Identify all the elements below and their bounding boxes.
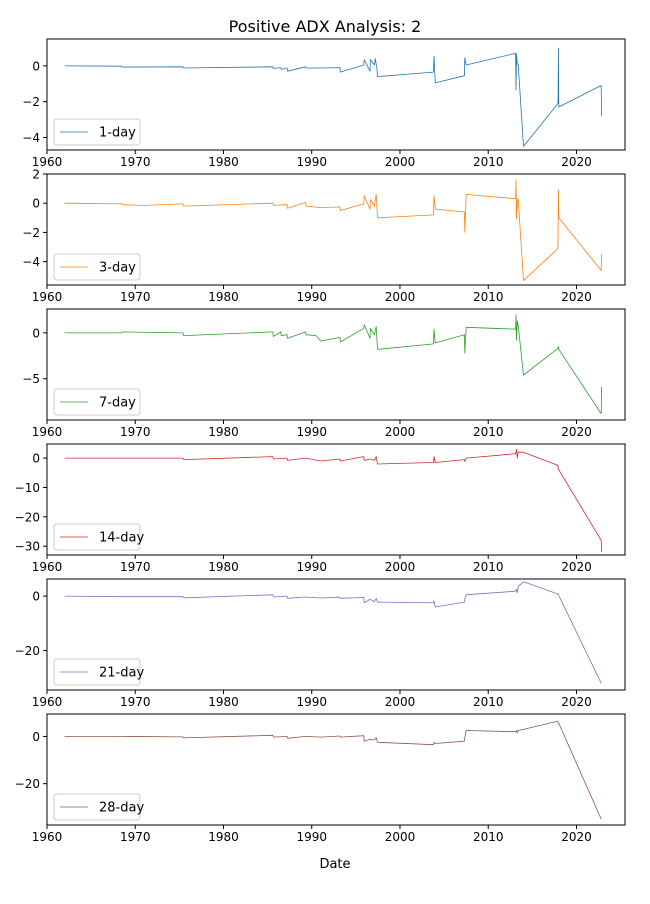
x-tick-label: 2000 — [385, 425, 416, 439]
x-tick-label: 2020 — [561, 695, 592, 709]
x-tick-label: 2000 — [385, 560, 416, 574]
legend-box — [53, 388, 141, 416]
legend-label: 28-day — [99, 801, 144, 816]
y-tick-label: −4 — [22, 255, 40, 269]
x-tick-label: 2000 — [385, 290, 416, 304]
x-tick-label: 2000 — [385, 830, 416, 844]
legend: 1-day — [53, 118, 141, 146]
y-tick-label: −4 — [22, 131, 40, 145]
series-line-3-day — [64, 179, 602, 281]
x-tick-label: 1990 — [296, 695, 327, 709]
legend-box — [53, 253, 141, 281]
x-tick-label: 2020 — [561, 290, 592, 304]
series-line-21-day — [64, 581, 602, 684]
legend-box — [53, 523, 141, 551]
x-tick-label: 2020 — [561, 155, 592, 169]
subplot-1: 1960 1970 1980 1990 2000 2010 2020 0 −2 −4 1-day — [22, 38, 626, 169]
y-tick-label: −10 — [15, 481, 40, 495]
x-tick-label: 1980 — [208, 425, 239, 439]
x-tick-label: 1960 — [32, 425, 63, 439]
y-tick-label: 2 — [32, 168, 40, 182]
x-tick-label: 1960 — [32, 560, 63, 574]
subplot-6: 1960 1970 1980 1990 2000 2010 2020 0 −20 28-day — [15, 713, 626, 844]
legend-label: 1-day — [99, 126, 136, 141]
legend-label: 7-day — [99, 396, 136, 411]
subplot-3: 1960 1970 1980 1990 2000 2010 2020 0 −5 7-day — [22, 308, 626, 439]
x-axis-label: Date — [319, 857, 350, 872]
x-tick-label: 1960 — [32, 290, 63, 304]
legend: 3-day — [53, 253, 141, 281]
subplot-5: 1960 1970 1980 1990 2000 2010 2020 0 −20 21-day — [15, 578, 626, 709]
legend: 14-day — [53, 523, 144, 551]
legend: 7-day — [53, 388, 141, 416]
x-tick-label: 2020 — [561, 830, 592, 844]
x-tick-label: 2000 — [385, 155, 416, 169]
y-tick-label: 0 — [32, 59, 40, 73]
x-tick-label: 1990 — [296, 830, 327, 844]
y-tick-label: 0 — [32, 452, 40, 466]
legend-box — [53, 118, 141, 146]
series-line-1-day — [64, 47, 602, 147]
legend: 21-day — [53, 658, 144, 686]
x-tick-label: 1980 — [208, 695, 239, 709]
y-tick-label: −2 — [22, 226, 40, 240]
x-tick-label: 2010 — [473, 830, 504, 844]
y-tick-label: −30 — [15, 540, 40, 554]
x-tick-label: 1990 — [296, 560, 327, 574]
x-tick-label: 1990 — [296, 425, 327, 439]
legend-box — [53, 658, 141, 686]
legend-label: 21-day — [99, 666, 144, 681]
y-tick-label: −20 — [15, 644, 40, 658]
x-tick-label: 2020 — [561, 425, 592, 439]
plot-frame — [46, 578, 626, 691]
x-tick-label: 1980 — [208, 155, 239, 169]
x-tick-label: 2020 — [561, 560, 592, 574]
series-line-14-day — [64, 448, 602, 553]
legend-label: 3-day — [99, 261, 136, 276]
series-line-28-day — [64, 720, 602, 820]
legend-box — [53, 793, 141, 821]
y-tick-label: −20 — [15, 777, 40, 791]
x-tick-label: 1970 — [120, 425, 151, 439]
plot-frame — [46, 308, 626, 421]
x-tick-label: 2000 — [385, 695, 416, 709]
chart-title: Positive ADX Analysis: 2 — [229, 17, 422, 36]
y-tick-label: 0 — [32, 730, 40, 744]
plot-frame — [46, 443, 626, 556]
y-tick-label: −2 — [22, 95, 40, 109]
x-tick-label: 2010 — [473, 695, 504, 709]
x-tick-label: 1960 — [32, 830, 63, 844]
plot-frame — [46, 173, 626, 286]
x-tick-label: 1970 — [120, 155, 151, 169]
x-tick-label: 1980 — [208, 290, 239, 304]
plot-frame — [46, 713, 626, 826]
x-tick-label: 1970 — [120, 695, 151, 709]
plot-frame — [46, 38, 626, 151]
x-tick-label: 1960 — [32, 695, 63, 709]
x-tick-label: 1970 — [120, 560, 151, 574]
x-tick-label: 2010 — [473, 290, 504, 304]
series-line-7-day — [64, 314, 602, 414]
x-tick-label: 1990 — [296, 155, 327, 169]
y-tick-label: −5 — [22, 372, 40, 386]
x-tick-label: 1980 — [208, 560, 239, 574]
x-tick-label: 1980 — [208, 830, 239, 844]
y-tick-label: 0 — [32, 197, 40, 211]
legend-label: 14-day — [99, 531, 144, 546]
x-tick-label: 2010 — [473, 560, 504, 574]
y-tick-label: 0 — [32, 326, 40, 340]
x-tick-label: 1970 — [120, 830, 151, 844]
x-tick-label: 1970 — [120, 290, 151, 304]
legend: 28-day — [53, 793, 144, 821]
y-tick-label: 0 — [32, 590, 40, 604]
x-tick-label: 1990 — [296, 290, 327, 304]
subplot-4: 1960 1970 1980 1990 2000 2010 2020 0 −10 −20 −30 14… — [15, 443, 626, 574]
x-tick-label: 2010 — [473, 155, 504, 169]
x-tick-label: 2010 — [473, 425, 504, 439]
y-tick-label: −20 — [15, 510, 40, 524]
x-tick-label: 1960 — [32, 155, 63, 169]
